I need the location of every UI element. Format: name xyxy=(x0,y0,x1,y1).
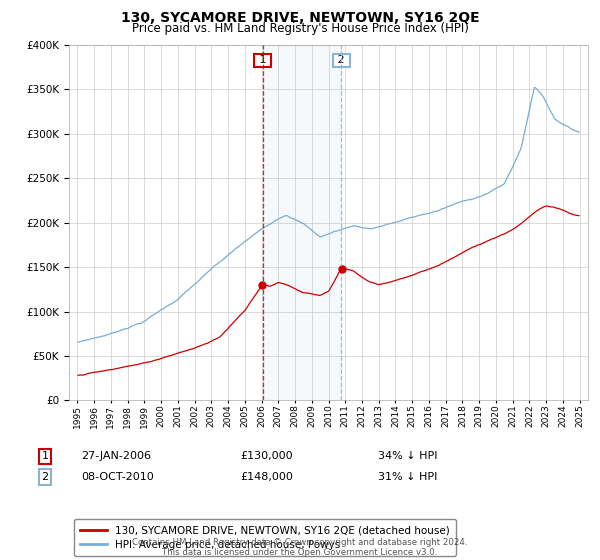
Text: Price paid vs. HM Land Registry's House Price Index (HPI): Price paid vs. HM Land Registry's House … xyxy=(131,22,469,35)
Text: 08-OCT-2010: 08-OCT-2010 xyxy=(81,472,154,482)
Bar xyxy=(263,45,341,400)
Text: 1: 1 xyxy=(41,451,49,461)
Text: 2: 2 xyxy=(41,472,49,482)
Text: 27-JAN-2006: 27-JAN-2006 xyxy=(81,451,151,461)
Text: £148,000: £148,000 xyxy=(240,472,293,482)
Text: £130,000: £130,000 xyxy=(240,451,293,461)
Text: Contains HM Land Registry data © Crown copyright and database right 2024.
This d: Contains HM Land Registry data © Crown c… xyxy=(132,538,468,557)
Text: 2: 2 xyxy=(334,55,349,66)
Text: 34% ↓ HPI: 34% ↓ HPI xyxy=(378,451,437,461)
Text: 130, SYCAMORE DRIVE, NEWTOWN, SY16 2QE: 130, SYCAMORE DRIVE, NEWTOWN, SY16 2QE xyxy=(121,11,479,25)
Text: 31% ↓ HPI: 31% ↓ HPI xyxy=(378,472,437,482)
Legend: 130, SYCAMORE DRIVE, NEWTOWN, SY16 2QE (detached house), HPI: Average price, det: 130, SYCAMORE DRIVE, NEWTOWN, SY16 2QE (… xyxy=(74,520,456,556)
Text: 1: 1 xyxy=(256,55,270,66)
